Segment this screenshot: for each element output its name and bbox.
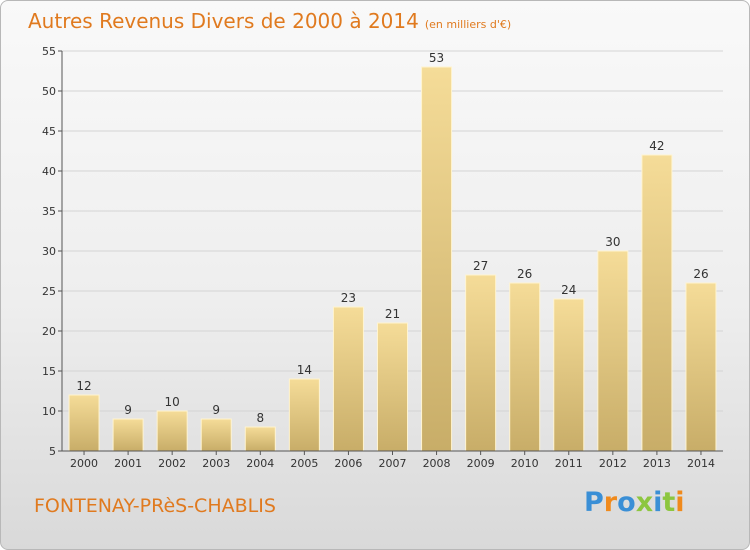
value-label: 53 [429,51,444,65]
y-tick-label: 25 [42,285,56,298]
x-tick-label: 2004 [246,457,274,470]
y-tick-label: 45 [42,125,56,138]
value-label: 14 [297,363,312,377]
x-tick-label: 2007 [379,457,407,470]
x-tick-label: 2005 [290,457,318,470]
y-tick-label: 35 [42,205,56,218]
bar-2005 [288,378,320,452]
logo-letter: i [675,487,685,518]
bar-2009 [465,274,497,452]
value-label: 24 [561,283,576,297]
proxiti-logo: Proxiti [584,487,685,518]
x-tick-label: 2002 [158,457,186,470]
x-tick-label: 2011 [555,457,583,470]
logo-letter: t [662,487,676,518]
x-tick-label: 2009 [467,457,495,470]
logo-letter: i [653,487,663,518]
x-tick-label: 2010 [511,457,539,470]
x-tick-label: 2001 [114,457,142,470]
bar-2007 [377,322,408,452]
bar-2001 [112,418,144,452]
y-tick-label: 15 [42,365,56,378]
labels: 5 10 15 20 25 30 35 40 45 50 55 12 2000 9 2001 10 2002 9 2… [42,45,715,470]
value-label: 27 [473,259,488,273]
logo-letter: x [635,487,654,518]
x-tick-label: 2006 [334,457,362,470]
bar-2008 [421,66,453,452]
y-tick-label: 40 [42,165,56,178]
bar-2014 [685,282,717,452]
logo-letter: o [617,487,636,518]
logo-letter: r [603,487,618,518]
bar-2004 [244,426,276,452]
bar-2010 [509,282,541,452]
x-tick-label: 2008 [423,457,451,470]
chart-title-text: Autres Revenus Divers de 2000 à 2014 [28,9,419,33]
y-tick-label: 30 [42,245,56,258]
value-label: 9 [124,403,132,417]
x-tick-label: 2013 [643,457,671,470]
bar-2011 [553,298,585,452]
x-tick-label: 2012 [599,457,627,470]
chart-title: Autres Revenus Divers de 2000 à 2014 (en … [28,9,511,33]
y-tick-label: 55 [42,45,56,58]
commune-name: FONTENAY-PRèS-CHABLIS [34,495,276,517]
bars [68,66,717,452]
bar-2012 [597,250,629,452]
value-label: 30 [605,235,620,249]
chart-subtitle: (en milliers d'€) [424,18,512,31]
value-label: 23 [341,291,356,305]
value-label: 21 [385,307,400,321]
value-label: 42 [649,139,664,153]
value-label: 10 [165,395,180,409]
value-label: 12 [76,379,91,393]
x-tick-label: 2000 [70,457,98,470]
bar-2003 [200,418,232,452]
bar-2006 [332,306,364,452]
bar-2000 [68,394,100,452]
bar-2002 [156,410,188,452]
value-label: 26 [693,267,708,281]
value-label: 8 [256,411,264,425]
y-tick-label: 20 [42,325,56,338]
value-label: 26 [517,267,532,281]
x-tick-label: 2014 [687,457,715,470]
y-tick-label: 5 [49,445,56,458]
logo-letter: P [584,487,604,518]
bar-2013 [641,154,673,452]
y-tick-label: 10 [42,405,56,418]
value-label: 9 [212,403,220,417]
y-tick-label: 50 [42,85,56,98]
x-tick-label: 2003 [202,457,230,470]
axes [58,50,723,455]
